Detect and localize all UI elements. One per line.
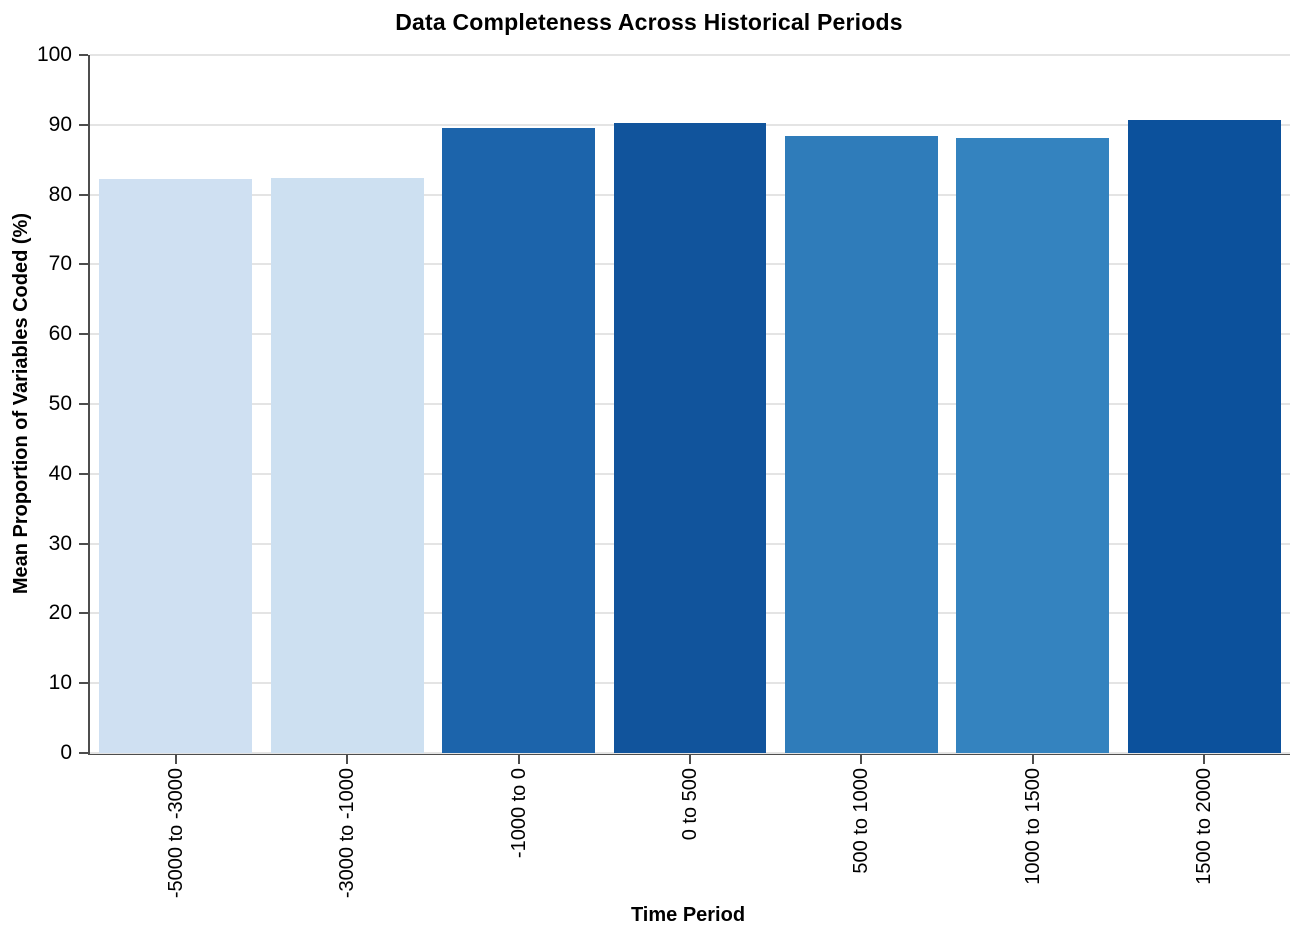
- x-tick-label: -5000 to -3000: [164, 768, 187, 899]
- x-tick-mark: [689, 755, 691, 764]
- x-tick-label: 1500 to 2000: [1193, 768, 1216, 885]
- x-tick-mark: [1203, 755, 1206, 764]
- x-tick-mark: [346, 755, 349, 764]
- y-tick-mark: [79, 123, 88, 126]
- chart-title: Data Completeness Across Historical Peri…: [395, 9, 903, 35]
- bar: [613, 123, 767, 753]
- y-tick-label: 50: [48, 392, 72, 415]
- y-tick-label: 90: [48, 112, 72, 136]
- y-tick-mark: [79, 193, 88, 196]
- gridline: [90, 54, 1290, 56]
- x-tick-mark: [860, 755, 863, 764]
- y-tick-label: 100: [36, 43, 72, 66]
- y-tick-mark: [79, 612, 88, 615]
- y-tick-label: 70: [48, 252, 72, 276]
- y-tick-mark: [79, 542, 88, 545]
- bar: [442, 128, 596, 753]
- bar: [99, 179, 253, 753]
- x-tick-label: 1000 to 1500: [1021, 768, 1044, 885]
- x-tick-label: -3000 to -1000: [336, 768, 359, 899]
- y-tick-label: 80: [48, 182, 72, 206]
- x-axis-title: Time Period: [630, 904, 746, 926]
- y-tick-mark: [79, 472, 88, 475]
- y-tick-label: 10: [48, 671, 72, 695]
- y-tick-label: 0: [60, 741, 72, 764]
- bar: [1127, 119, 1281, 753]
- y-tick-mark: [79, 682, 88, 685]
- y-tick-label: 30: [48, 531, 72, 555]
- bar: [784, 135, 938, 753]
- y-tick-mark: [79, 403, 88, 405]
- y-tick-mark: [79, 263, 88, 266]
- y-tick-mark: [79, 54, 88, 56]
- x-tick-label: 0 to 500: [679, 768, 701, 841]
- x-tick-label: 500 to 1000: [850, 768, 873, 874]
- x-tick-mark: [517, 755, 520, 764]
- bar: [270, 177, 424, 753]
- y-tick-label: 20: [48, 601, 72, 625]
- plot-area: 0 10 20 30 40 50 60 70 80 90 100 -5000 to -3000 -300…: [37, 43, 1290, 898]
- bar: [956, 138, 1110, 753]
- gridline: [90, 752, 1290, 754]
- x-tick-label: -1000 to 0: [507, 768, 530, 859]
- y-tick-label: 40: [48, 461, 72, 485]
- y-tick-label: 60: [48, 322, 72, 346]
- x-tick-mark: [174, 755, 177, 764]
- x-tick-mark: [1031, 755, 1034, 764]
- y-tick-mark: [79, 752, 88, 754]
- y-tick-mark: [79, 333, 88, 336]
